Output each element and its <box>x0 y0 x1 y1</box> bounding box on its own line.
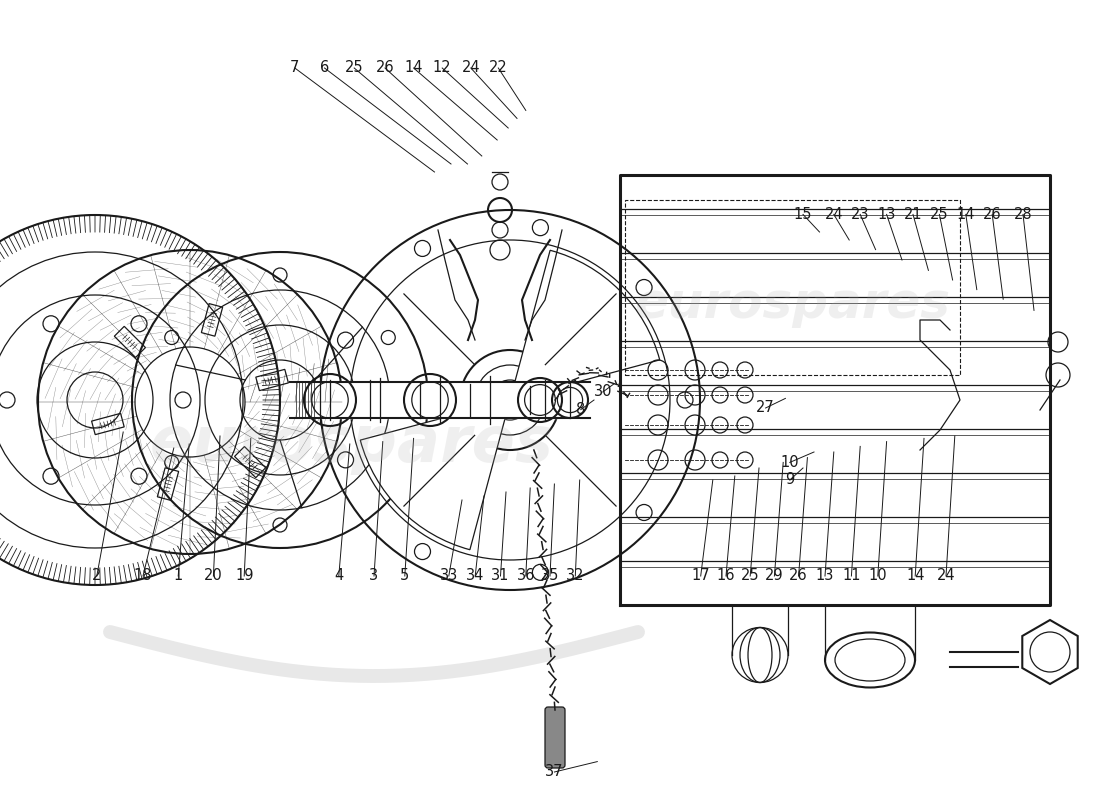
Text: 24: 24 <box>825 207 843 222</box>
Text: 8: 8 <box>576 402 585 417</box>
Text: 37: 37 <box>546 765 563 779</box>
Text: 6: 6 <box>320 61 329 75</box>
Text: 16: 16 <box>717 569 735 583</box>
Text: 23: 23 <box>851 207 869 222</box>
Text: 22: 22 <box>488 61 508 75</box>
Text: 2: 2 <box>92 569 101 583</box>
Text: 27: 27 <box>756 401 775 415</box>
Bar <box>625 200 960 375</box>
Text: 32: 32 <box>566 569 584 583</box>
Text: 24: 24 <box>462 61 480 75</box>
Bar <box>201 303 222 336</box>
Text: 21: 21 <box>904 207 922 222</box>
FancyBboxPatch shape <box>544 707 565 768</box>
Text: 14: 14 <box>405 61 422 75</box>
Text: 24: 24 <box>937 569 955 583</box>
Text: 1: 1 <box>174 569 183 583</box>
Text: 11: 11 <box>843 569 860 583</box>
Text: 10: 10 <box>781 455 799 470</box>
Text: 31: 31 <box>492 569 509 583</box>
Text: 25: 25 <box>741 569 759 583</box>
Text: 19: 19 <box>235 569 253 583</box>
Text: 13: 13 <box>816 569 834 583</box>
Text: 9: 9 <box>785 473 794 487</box>
Bar <box>234 446 266 478</box>
Text: 4: 4 <box>334 569 343 583</box>
Bar <box>157 468 178 501</box>
Text: eurospares: eurospares <box>634 280 950 328</box>
Text: 26: 26 <box>790 569 807 583</box>
Text: 26: 26 <box>376 61 394 75</box>
Text: 5: 5 <box>400 569 409 583</box>
Text: 35: 35 <box>541 569 559 583</box>
Text: 3: 3 <box>370 569 378 583</box>
Text: 26: 26 <box>983 207 1001 222</box>
Text: 14: 14 <box>957 207 975 222</box>
Text: 34: 34 <box>466 569 484 583</box>
Wedge shape <box>510 250 660 400</box>
Text: 30: 30 <box>594 385 612 399</box>
Text: 15: 15 <box>794 207 812 222</box>
Text: 10: 10 <box>869 569 887 583</box>
Text: 28: 28 <box>1014 207 1032 222</box>
Text: eurospares: eurospares <box>150 413 554 475</box>
Text: 13: 13 <box>878 207 895 222</box>
Text: 29: 29 <box>766 569 783 583</box>
Text: 36: 36 <box>517 569 535 583</box>
Bar <box>91 414 124 434</box>
Text: 18: 18 <box>134 569 152 583</box>
Text: 14: 14 <box>906 569 924 583</box>
Text: 7: 7 <box>290 61 299 75</box>
Text: 25: 25 <box>931 207 948 222</box>
Wedge shape <box>361 400 510 550</box>
Text: 20: 20 <box>204 569 223 583</box>
Bar <box>114 326 145 358</box>
Text: 12: 12 <box>433 61 451 75</box>
Text: 17: 17 <box>692 569 710 583</box>
Bar <box>256 370 288 390</box>
Text: 33: 33 <box>440 569 458 583</box>
Text: 25: 25 <box>345 61 363 75</box>
